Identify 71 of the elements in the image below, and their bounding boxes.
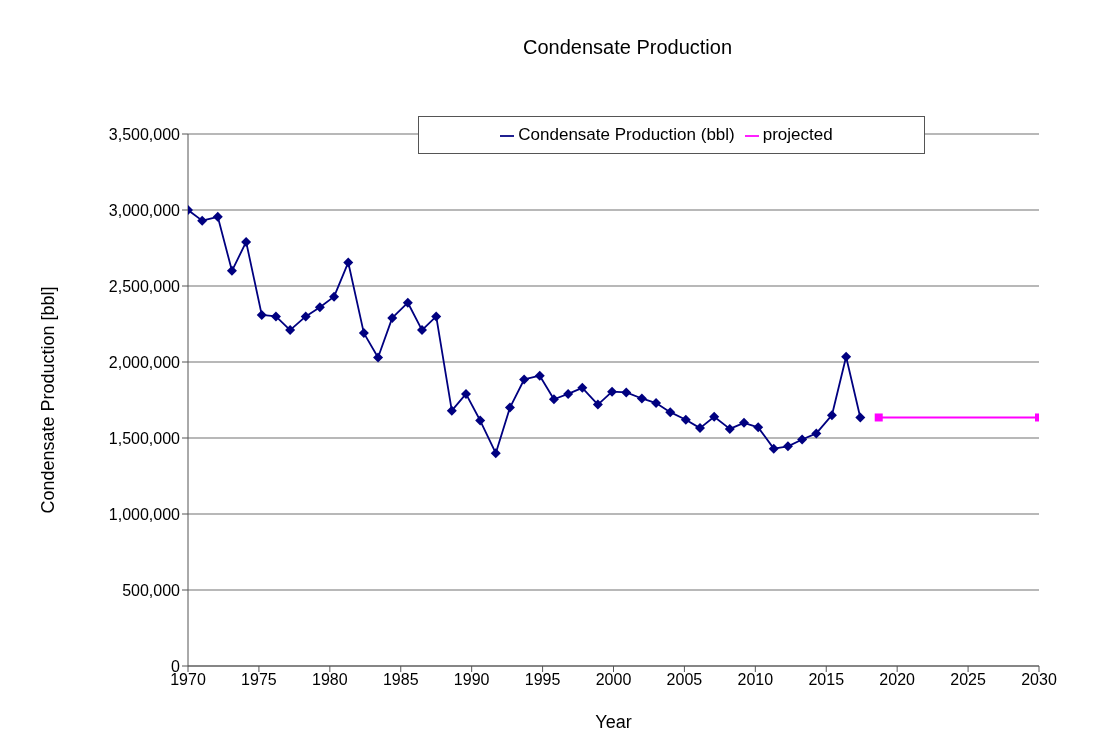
x-tick-label: 1990 [453, 671, 490, 689]
y-axis-title: Condensate Production [bbl] [38, 286, 59, 514]
point [826, 410, 837, 421]
point [855, 412, 866, 423]
point [519, 374, 530, 385]
point [285, 325, 296, 336]
point [797, 434, 808, 445]
point [504, 402, 515, 413]
legend-label: Condensate Production (bbl) [518, 125, 735, 144]
x-tick-label: 1985 [382, 671, 419, 689]
point [724, 423, 735, 434]
point [300, 311, 311, 322]
point [738, 417, 749, 428]
point [695, 423, 706, 434]
y-tick-label: 500,000 [122, 581, 181, 599]
point [841, 351, 852, 362]
y-tick-label: 3,000,000 [108, 201, 181, 219]
point [270, 311, 281, 322]
x-axis-title: Year [595, 712, 632, 732]
x-tick-label: 1995 [524, 671, 561, 689]
point [490, 448, 501, 459]
point [577, 382, 588, 393]
point [651, 398, 662, 409]
point [811, 428, 822, 439]
point [782, 441, 793, 452]
x-tick-label: 2020 [879, 671, 916, 689]
x-tick-label: 2015 [808, 671, 845, 689]
y-tick-label: 2,500,000 [108, 277, 181, 295]
point [475, 415, 486, 426]
point [548, 394, 559, 405]
point [607, 386, 618, 397]
point [373, 352, 384, 363]
x-tick-label: 2025 [950, 671, 986, 689]
point [343, 257, 354, 268]
point [768, 443, 779, 454]
point [241, 236, 252, 247]
point [402, 297, 413, 308]
point [358, 328, 369, 339]
point [256, 309, 267, 320]
y-tick-label: 1,500,000 [108, 429, 181, 447]
x-tick-label: 2030 [1021, 671, 1057, 689]
point [197, 215, 208, 226]
chart-title: Condensate Production [521, 35, 733, 60]
point [314, 302, 325, 313]
point [446, 405, 457, 416]
point [226, 265, 237, 276]
x-tick-label: 2010 [737, 671, 774, 689]
point [417, 325, 428, 336]
point [621, 387, 632, 398]
point [665, 407, 676, 418]
point [212, 211, 223, 222]
y-tick-label: 3,500,000 [108, 125, 181, 143]
point [534, 370, 545, 381]
point [592, 399, 603, 410]
point [329, 291, 340, 302]
x-tick-label: 1975 [241, 671, 277, 689]
point [563, 388, 574, 399]
point [680, 414, 691, 425]
x-tick-label: 1980 [312, 671, 348, 689]
point [431, 311, 442, 322]
point [709, 411, 720, 422]
x-tick-label: 2005 [666, 671, 703, 689]
x-tick-label: 1970 [170, 671, 206, 689]
x-tick-label: 2000 [595, 671, 632, 689]
point [387, 312, 398, 323]
y-tick-label: 1,000,000 [108, 505, 181, 523]
point [753, 422, 764, 433]
point [460, 388, 471, 399]
point [636, 393, 647, 404]
y-tick-label: 2,000,000 [108, 353, 181, 371]
legend-label: projected [762, 125, 833, 144]
